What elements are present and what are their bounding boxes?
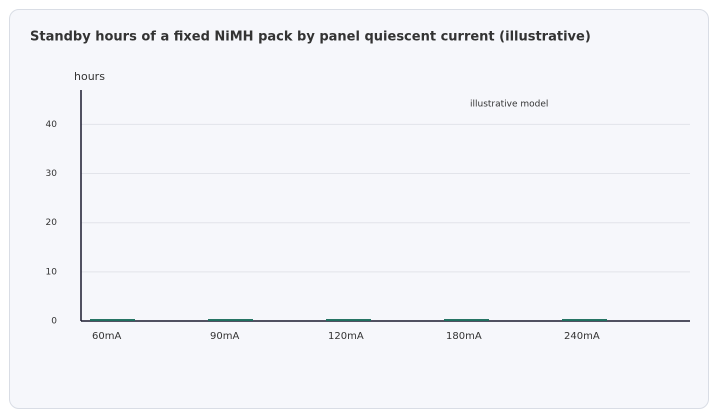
card: [9, 9, 709, 409]
x-tick-label: 120mA: [328, 331, 364, 342]
x-tick-label: 240mA: [564, 331, 600, 342]
x-tick-label: 60mA: [92, 331, 121, 342]
y-tick-label: 30: [46, 169, 58, 179]
y-tick-label: 20: [46, 218, 58, 228]
y-axis-label: hours: [74, 70, 105, 83]
bar: [326, 319, 371, 321]
y-tick-label: 0: [51, 317, 57, 327]
bar: [208, 319, 253, 321]
annotation: illustrative model: [470, 100, 548, 110]
bar: [562, 319, 607, 321]
bar: [90, 319, 135, 321]
x-tick-label: 180mA: [446, 331, 482, 342]
y-tick-label: 10: [46, 267, 58, 277]
chart-title: Standby hours of a fixed NiMH pack by pa…: [30, 30, 591, 45]
bar: [444, 319, 489, 321]
y-tick-label: 40: [46, 120, 58, 130]
x-tick-label: 90mA: [210, 331, 239, 342]
